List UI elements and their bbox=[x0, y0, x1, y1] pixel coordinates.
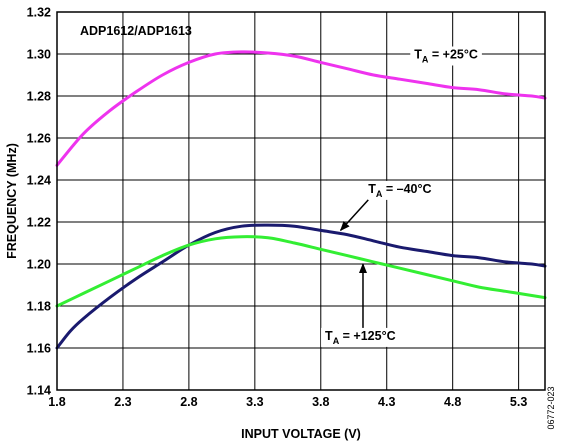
y-tick-label: 1.32 bbox=[27, 6, 51, 20]
x-axis-title: INPUT VOLTAGE (V) bbox=[241, 427, 361, 441]
device-label: ADP1612/ADP1613 bbox=[80, 24, 192, 38]
y-tick-label: 1.24 bbox=[27, 174, 51, 188]
y-tick-label: 1.30 bbox=[27, 48, 51, 62]
y-axis-title: FREQUENCY (MHz) bbox=[5, 143, 19, 259]
y-tick-label: 1.28 bbox=[27, 90, 51, 104]
x-tick-label: 4.8 bbox=[444, 395, 461, 409]
y-tick-label: 1.18 bbox=[27, 300, 51, 314]
y-tick-label: 1.20 bbox=[27, 258, 51, 272]
x-tick-label: 3.8 bbox=[312, 395, 329, 409]
plot-frame bbox=[56, 11, 546, 391]
annotation-label: TA = +125°C bbox=[321, 327, 400, 347]
x-tick-label: 5.3 bbox=[510, 395, 527, 409]
annotation-text: TA = +125°C bbox=[325, 329, 396, 346]
x-tick-label: 1.8 bbox=[48, 395, 65, 409]
figure-id: 06772-023 bbox=[546, 386, 556, 429]
x-tick-label: 4.3 bbox=[378, 395, 395, 409]
y-tick-label: 1.16 bbox=[27, 342, 51, 356]
annotation-label: TA = +25°C bbox=[410, 46, 482, 66]
annotation-text: TA = +25°C bbox=[414, 48, 478, 65]
x-tick-label: 3.3 bbox=[246, 395, 263, 409]
x-tick-label: 2.3 bbox=[114, 395, 131, 409]
series-25c-line bbox=[55, 50, 547, 167]
annotation-label: TA = –40°C bbox=[364, 180, 436, 200]
annotation-background bbox=[321, 327, 400, 347]
annotation-background bbox=[410, 46, 482, 66]
annotation-text: TA = –40°C bbox=[368, 182, 431, 199]
y-tick-label: 1.22 bbox=[27, 216, 51, 230]
y-tick-label: 1.26 bbox=[27, 132, 51, 146]
series-minus40c-line bbox=[55, 223, 547, 350]
annotation-arrow bbox=[339, 199, 369, 232]
annotation-background bbox=[364, 180, 436, 200]
series-125c-line bbox=[55, 235, 547, 308]
x-tick-label: 2.8 bbox=[180, 395, 197, 409]
y-tick-label: 1.14 bbox=[27, 384, 51, 398]
